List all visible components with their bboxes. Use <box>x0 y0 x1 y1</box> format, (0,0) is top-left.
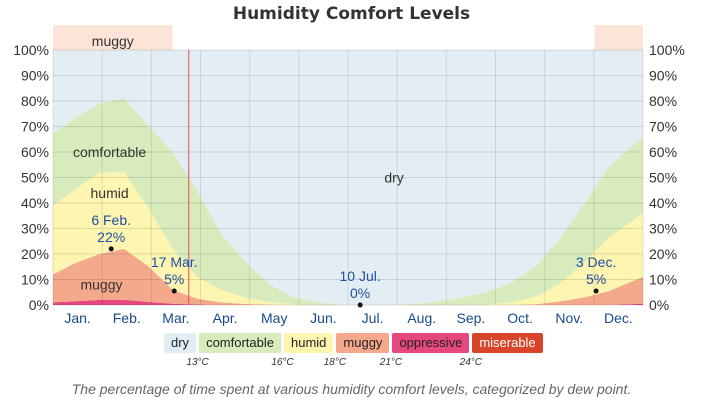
annotation-value: 5% <box>586 271 606 287</box>
area-oppressive <box>53 299 643 305</box>
y-tick-left: 10% <box>21 272 49 288</box>
humidity-chart: muggy dry comfortable humid muggy 6 Feb.22%… <box>13 25 685 326</box>
legend-item-oppressive: oppressive <box>392 333 470 353</box>
chart-caption: The percentage of time spent at various … <box>71 381 632 397</box>
annotation-date: 17 Mar. <box>151 254 198 270</box>
x-tick-month: May <box>261 310 287 326</box>
x-tick-month: Jul. <box>362 310 384 326</box>
y-tick-left: 30% <box>21 221 49 237</box>
y-tick-left: 0% <box>29 297 49 313</box>
x-tick-month: Dec. <box>604 310 633 326</box>
x-tick-month: Aug. <box>407 310 436 326</box>
gridlines <box>52 49 644 306</box>
y-tick-right: 20% <box>649 246 677 262</box>
y-tick-right: 60% <box>649 144 677 160</box>
band-labels: dry comfortable humid muggy <box>73 144 404 293</box>
legend-threshold: 16°C <box>271 357 294 368</box>
annotation-date: 10 Jul. <box>339 268 380 284</box>
x-tick-month: Nov. <box>555 310 583 326</box>
muggy-season-band <box>594 25 643 50</box>
y-tick-right: 30% <box>649 221 677 237</box>
annotations: 6 Feb.22%17 Mar.5% 10 Jul.0%3 Dec.5% <box>91 212 616 308</box>
legend-item-comfortable: comfortable <box>199 333 281 353</box>
area-humid <box>53 172 643 305</box>
annotation-point <box>108 246 114 252</box>
annotation-value: 0% <box>350 285 370 301</box>
y-tick-left: 40% <box>21 195 49 211</box>
y-tick-right: 0% <box>649 297 669 313</box>
y-tick-left: 50% <box>21 170 49 186</box>
y-tick-right: 40% <box>649 195 677 211</box>
legend-threshold: 13°C <box>186 357 209 368</box>
annotation-date: 3 Dec. <box>576 254 616 270</box>
legend-item-dry: dry <box>164 333 197 353</box>
y-tick-left: 100% <box>13 42 49 58</box>
y-tick-left: 60% <box>21 144 49 160</box>
x-tick-month: Feb. <box>113 310 141 326</box>
legend-item-humid: humid <box>283 333 334 353</box>
y-tick-left: 90% <box>21 68 49 84</box>
y-tick-right: 70% <box>649 119 677 135</box>
y-tick-left: 20% <box>21 246 49 262</box>
y-tick-right: 90% <box>649 68 677 84</box>
x-tick-month: Sep. <box>457 310 486 326</box>
band-label-comfortable: comfortable <box>73 144 146 160</box>
annotation-point <box>171 288 177 294</box>
x-tick-month: Mar. <box>162 310 189 326</box>
legend: dry comfortable humid muggy oppressive misera… <box>164 333 546 353</box>
area-dry <box>53 50 643 305</box>
band-label-dry: dry <box>384 170 403 186</box>
legend-item-miserable: miserable <box>472 333 543 353</box>
area-series <box>53 50 643 306</box>
legend-item-muggy: muggy <box>336 333 390 353</box>
y-tick-left: 80% <box>21 93 49 109</box>
band-label-muggy: muggy <box>80 277 122 293</box>
y-tick-right: 100% <box>649 42 685 58</box>
y-tick-right: 50% <box>649 170 677 186</box>
y-tick-right: 10% <box>649 272 677 288</box>
x-tick-month: Oct. <box>507 310 533 326</box>
area-comfortable <box>53 98 643 306</box>
annotation-value: 5% <box>164 271 184 287</box>
muggy-season-bands: muggy <box>53 25 643 50</box>
chart-title: Humidity Comfort Levels <box>232 4 471 24</box>
band-label-humid: humid <box>91 185 129 201</box>
muggy-season-band <box>53 25 173 50</box>
annotation-point <box>593 288 599 294</box>
y-tick-right: 80% <box>649 93 677 109</box>
legend-threshold: 18°C <box>323 357 347 368</box>
legend-threshold: 24°C <box>459 357 482 368</box>
muggy-season-label: muggy <box>92 33 134 49</box>
area-muggy <box>53 248 643 305</box>
x-tick-month: Jun. <box>310 310 336 326</box>
x-tick-month: Apr. <box>213 310 238 326</box>
annotation-date: 6 Feb. <box>91 212 131 228</box>
x-tick-month: Jan. <box>64 310 90 326</box>
y-tick-left: 70% <box>21 119 49 135</box>
x-axis-ticks: Jan. Feb. Mar. Apr. May Jun. Jul. Aug. Sep. Oct. N… <box>64 310 632 326</box>
annotation-value: 22% <box>97 229 125 245</box>
legend-threshold: 21°C <box>379 357 403 368</box>
annotation-point <box>357 302 363 308</box>
y-axis-ticks: 0% 0% 10% 10% 20% 20% 30% 30% 40% 40% 50% 50% 60% 60%… <box>13 42 685 313</box>
